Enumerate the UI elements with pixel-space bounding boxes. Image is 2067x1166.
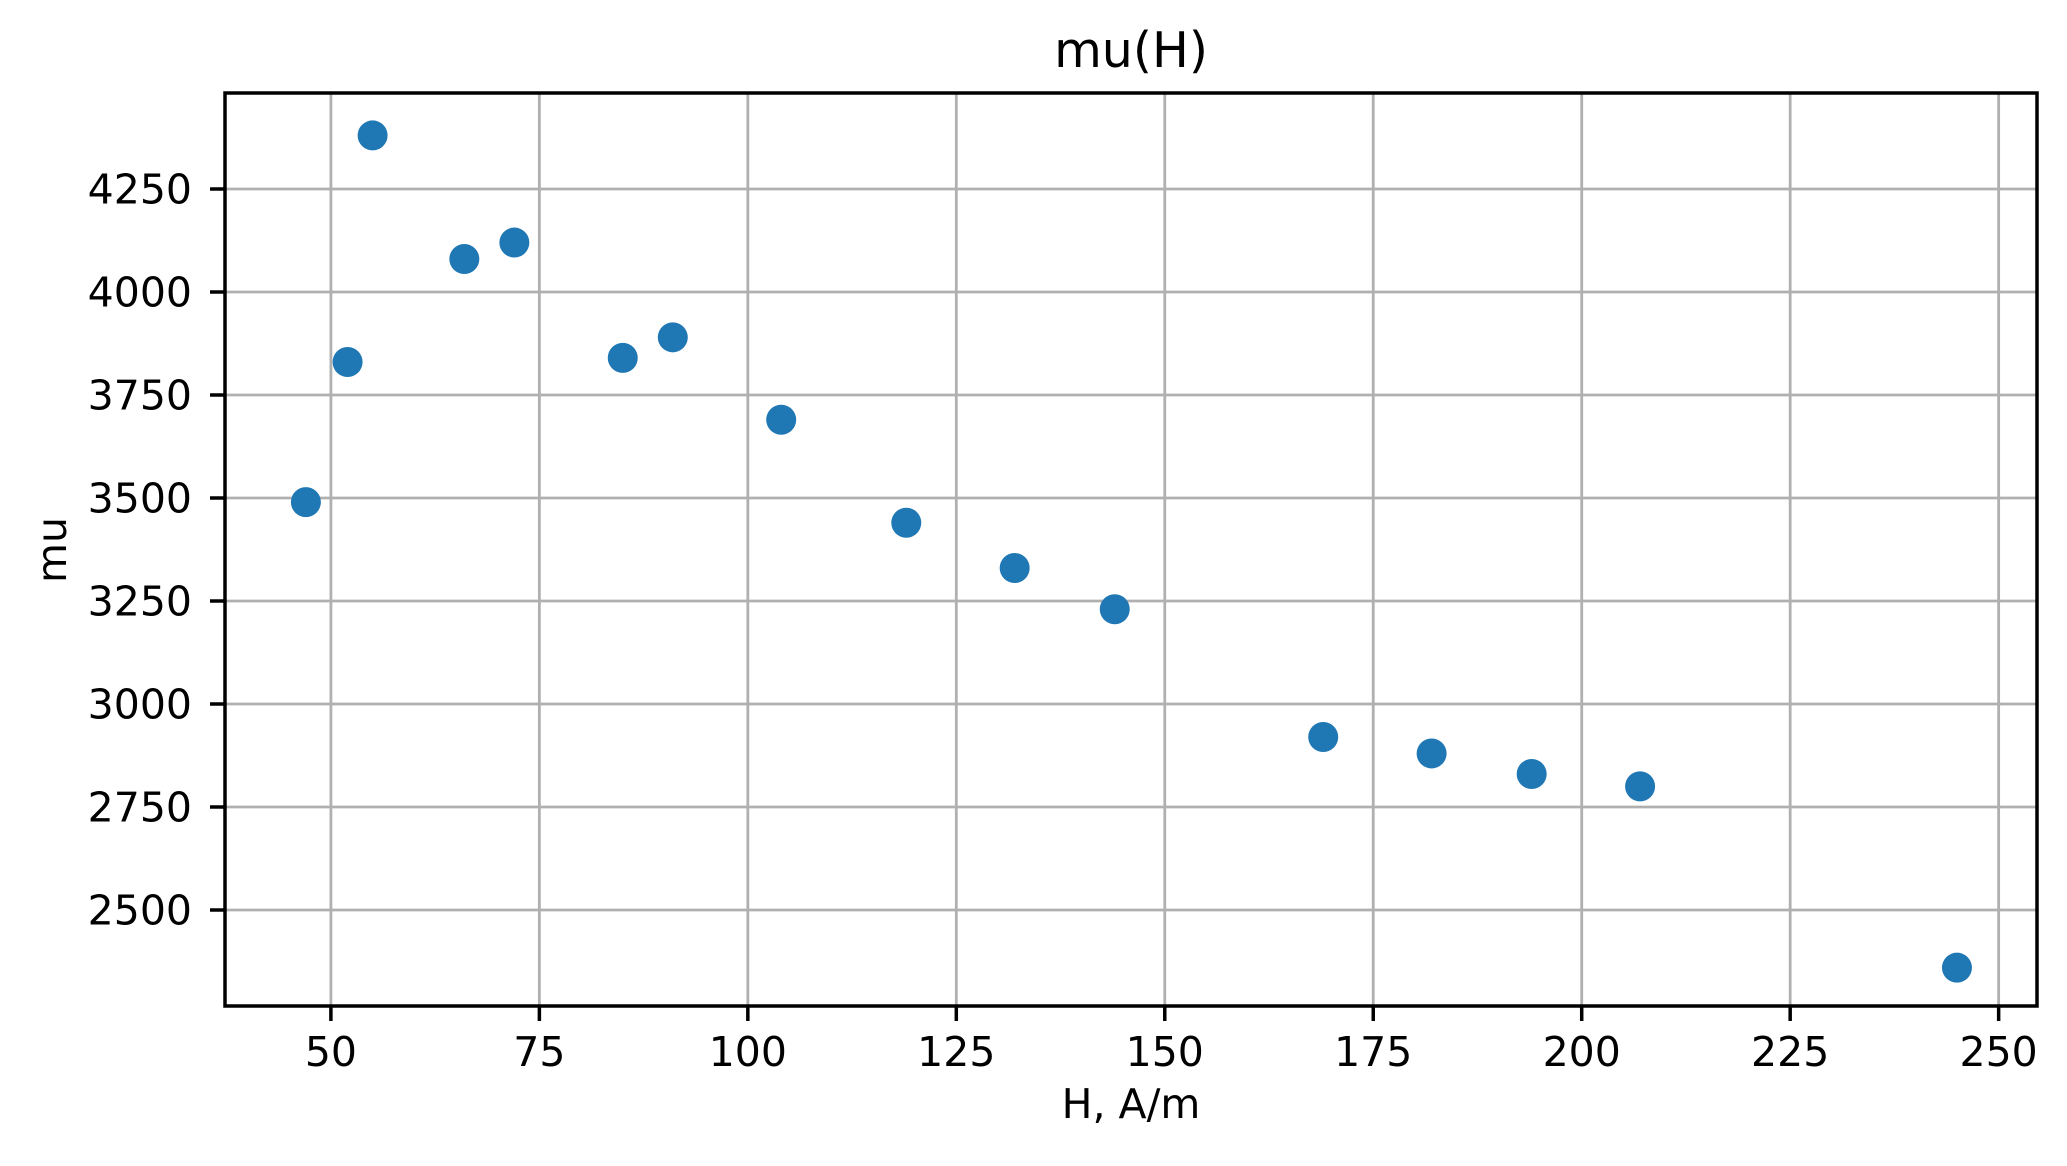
y-tick-label: 3500 (88, 474, 192, 522)
data-point (657, 322, 688, 353)
data-point (891, 507, 922, 538)
data-point (290, 487, 321, 518)
data-point (1099, 594, 1130, 625)
data-point (332, 347, 363, 378)
x-tick-label: 250 (1960, 1028, 2038, 1076)
y-tick-label: 4000 (88, 268, 192, 316)
data-point (449, 244, 480, 275)
y-tick-label: 4250 (88, 165, 192, 213)
data-point (766, 404, 797, 435)
data-point (1416, 738, 1447, 769)
data-point (1941, 952, 1972, 983)
data-point (999, 553, 1030, 584)
y-tick-label: 2500 (88, 887, 192, 935)
tick-layer (210, 187, 2001, 1021)
grid-layer (225, 93, 2037, 1006)
y-tick-label: 3250 (88, 578, 192, 626)
data-point (1516, 759, 1547, 790)
chart-title: mu(H) (1054, 22, 1208, 79)
y-axis-label: mu (28, 517, 76, 583)
x-tick-label: 75 (513, 1028, 565, 1076)
x-tick-label: 50 (305, 1028, 357, 1076)
y-tick-label: 2750 (88, 784, 192, 832)
x-tick-label: 150 (1126, 1028, 1204, 1076)
plot-border (223, 91, 2039, 1008)
y-tick-label: 3000 (88, 681, 192, 729)
points-layer (290, 120, 1972, 983)
data-point (357, 120, 388, 151)
x-tick-label: 175 (1334, 1028, 1412, 1076)
tick-label-layer: 50 75 100 125 150 175 200 225 250 2500 2750 3000 325… (88, 165, 2038, 1076)
data-point (1308, 721, 1339, 752)
x-tick-label: 100 (709, 1028, 787, 1076)
data-point (1625, 771, 1656, 802)
data-point (499, 227, 530, 258)
x-tick-label: 200 (1543, 1028, 1621, 1076)
x-tick-label: 125 (917, 1028, 995, 1076)
x-axis-label: H, A/m (1062, 1080, 1201, 1128)
data-point (607, 342, 638, 373)
x-tick-label: 225 (1751, 1028, 1829, 1076)
y-tick-label: 3750 (88, 371, 192, 419)
